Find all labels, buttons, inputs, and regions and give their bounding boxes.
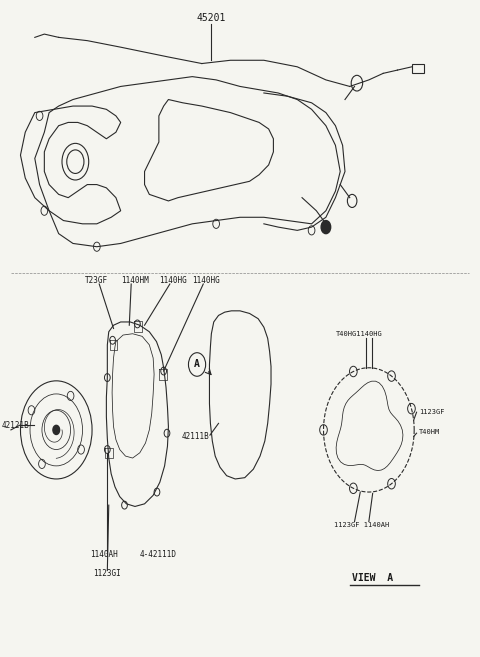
Text: 42121B: 42121B: [1, 421, 29, 430]
Text: 1140HG: 1140HG: [192, 276, 220, 285]
Bar: [412, 64, 424, 74]
Text: T23GF: T23GF: [85, 276, 108, 285]
Text: 1140HG: 1140HG: [159, 276, 187, 285]
Text: T40HM: T40HM: [419, 429, 440, 435]
Text: 45201: 45201: [197, 12, 226, 23]
Text: 1123GF: 1123GF: [419, 409, 444, 415]
Text: 42111B: 42111B: [181, 432, 209, 441]
Text: 1123GI: 1123GI: [93, 570, 121, 578]
Text: 1140AH: 1140AH: [90, 550, 118, 558]
Text: T40HG1140HG: T40HG1140HG: [336, 330, 382, 337]
Text: 1140HM: 1140HM: [120, 276, 148, 285]
Text: A: A: [194, 359, 200, 369]
Text: 4-42111D: 4-42111D: [140, 550, 177, 558]
Text: 1123GF 1140AH: 1123GF 1140AH: [335, 522, 390, 528]
Text: VIEW  A: VIEW A: [352, 574, 393, 583]
Circle shape: [53, 425, 60, 434]
Circle shape: [321, 221, 331, 234]
